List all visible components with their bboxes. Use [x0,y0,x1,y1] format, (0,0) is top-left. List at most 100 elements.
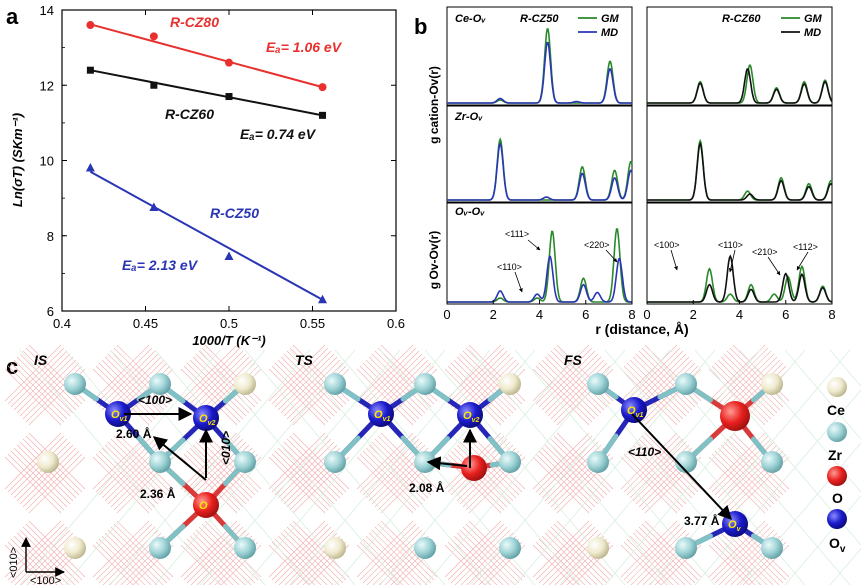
ce-atom [761,537,783,559]
series-r-cz80 [86,21,327,92]
x-tick-label: 0 [643,307,650,322]
lattice-line [462,350,520,408]
lattice-line [113,435,171,493]
y-tick-label: 12 [40,78,54,93]
rdf-labels: Ce-Oᵥ Zr-Oᵥ Oᵥ-Oᵥ R-CZ50 R-CZ60 GM MD GM… [427,13,823,337]
stage-label-is: IS [34,352,48,368]
lattice-line [465,523,523,581]
data-point [318,83,327,92]
lattice-line-green [244,349,446,585]
x-axis-label: 1000/T (K⁻¹) [192,333,265,348]
lattice-line [371,529,428,585]
row-title-ce-ov: Ce-Oᵥ [455,13,486,25]
lattice-line [371,353,429,411]
lattice-line [726,438,784,496]
lattice-line [729,435,787,493]
lattice-line [371,441,429,499]
lattice-line [98,538,146,585]
x-tick-label: 0.4 [53,316,71,331]
ce-atom [234,537,256,559]
lattice-line [110,350,168,408]
subplot-frame [446,6,633,106]
ce-atom [499,537,521,559]
rdf-subplot-zr-ov-r-cz50 [446,105,633,203]
lattice-line-green [694,389,861,585]
zr-atom [64,537,86,559]
lattice-line [289,435,347,493]
lattice-line [374,350,432,408]
zr-atom [587,537,609,559]
x-tick-label: 0.6 [387,316,405,331]
y-tick-label: 6 [47,304,54,319]
subplot-frame [646,202,833,305]
lattice-line [380,520,438,578]
element-legend: Ce Zr O Ov [827,377,847,555]
stage-label-ts: TS [295,352,314,368]
ov-label-main: O [374,409,383,421]
annotation-111: <111> [505,229,529,239]
x-tick-label: 4 [736,307,743,322]
series-r-cz60 [86,66,327,119]
legend-label-md-2: MD [804,27,821,39]
lattice-line [550,350,608,408]
lattice-line [462,526,520,584]
legend-label-ce: Ce [827,402,845,418]
y-axis-label-cation: g cation-Ov(r) [427,66,441,144]
lattice-line [283,441,341,499]
lattice-line [116,520,174,578]
data-point [86,66,94,74]
panel-letter-a: a [6,4,19,29]
data-point [150,81,158,89]
o-atom [720,401,750,431]
ov-atom [621,397,647,423]
ov-label-sub: v [737,526,742,533]
rdf-curve-md [647,141,833,201]
lattice-line [16,444,74,502]
lattice-line [201,523,259,581]
ce-atom [324,373,346,395]
lattice-line [107,353,165,411]
lattice-line [271,541,316,585]
lattice-line [25,523,83,581]
arrow-100 [670,249,678,271]
x-tick-label: 2 [490,307,497,322]
rdf-curve-md [447,141,633,201]
lattice-line [204,432,262,490]
lattice-line [468,432,526,490]
annotation-210: <210> [752,247,778,257]
rdf-subplot-zr-ov-r-cz60 [646,105,833,203]
rdf-subplot-ov-ov-r-cz50: 0 2 4 6 8 [443,202,636,322]
x-tick-label: 0.45 [133,316,158,331]
distance-ts: 2.08 Å [409,480,445,495]
lattice-cross [4,432,86,514]
series-r-cz50 [85,163,328,304]
legend-label-ov-sub: v [840,544,846,555]
x-tick-label: 0.5 [220,316,238,331]
rdf-curve-md [447,41,632,104]
lattice-line [644,432,702,490]
lattice-line [380,432,438,490]
ov-atom [105,401,131,427]
ov-label-sub: v2 [472,417,480,424]
y-axis-label-ovov: g Ov-Ov(r) [427,231,441,289]
lattice-cross [532,432,614,514]
lattice-line [723,353,781,411]
lattice-line-green [784,495,861,585]
arrow-ts-diagonal [426,456,468,471]
ov-label-sub: v1 [383,416,391,423]
ce-atom [414,537,436,559]
lattice-line [547,529,604,585]
series-label-r-cz50: R-CZ50 [210,205,259,221]
legend-swatch-ov [827,509,847,529]
legend-label-gm-2: GM [804,13,823,25]
lattice-line [450,538,498,585]
lattice-line [556,432,614,490]
lattice-line [286,438,344,496]
series-label-r-cz60: R-CZ60 [165,106,214,122]
lattice-line [113,523,171,581]
vector-010-is: <010> [219,431,233,465]
ov-label: Ov1 [374,409,390,423]
lattice-line [192,356,250,414]
ov-label-main: O [111,409,120,421]
